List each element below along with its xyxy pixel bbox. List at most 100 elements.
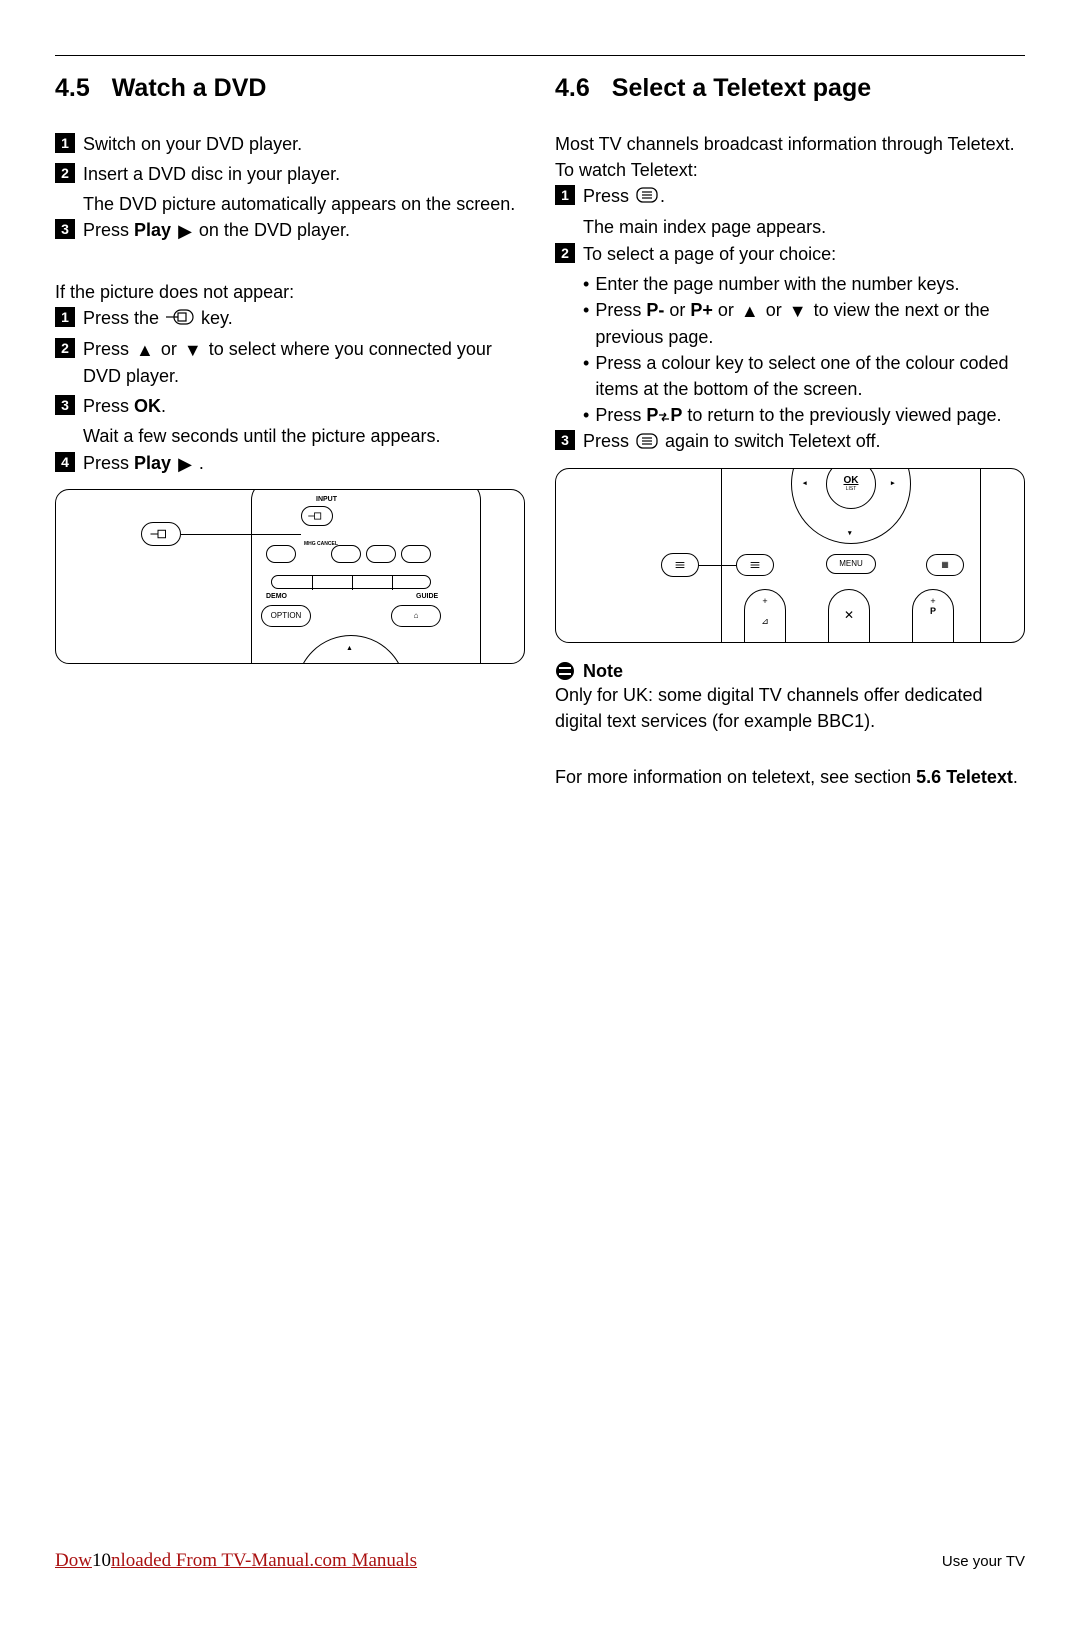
bullet-b3: • Press a colour key to select one of th… <box>583 350 1025 402</box>
diagram-label: DEMO <box>266 593 287 600</box>
plus-icon: + <box>930 596 935 606</box>
step-number-icon: 2 <box>55 163 75 183</box>
text-fragment: Press <box>583 431 634 451</box>
step-text: To select a page of your choice: <box>583 241 1025 267</box>
note-text: Only for UK: some digital TV channels of… <box>555 682 1025 734</box>
plus-icon: + <box>762 596 767 606</box>
text-fragment: nloaded From TV-Manual.com Manuals <box>111 1550 417 1571</box>
remote-diagram-right: OK LIST ◂ ▸ ▾ MENU ▦ +⊿ <box>555 468 1025 643</box>
down-icon: ▼ <box>184 337 202 363</box>
bullet-icon: • <box>583 350 589 376</box>
text-fragment: or <box>156 339 182 359</box>
more-info-text: For more information on teletext, see se… <box>555 764 1025 790</box>
conditional-text: If the picture does not appear: <box>55 279 525 305</box>
diagram-label: LIST <box>846 486 857 492</box>
page-number: 10 <box>92 1550 111 1572</box>
step-continuation: The main index page appears. <box>583 214 1025 240</box>
bullet-b4: • Press PP to return to the previously v… <box>583 402 1025 428</box>
step-b2: 2 Press ▲ or ▼ to select where you conne… <box>55 336 525 389</box>
diagram-label: GUIDE <box>416 593 438 600</box>
intro-text: Most TV channels broadcast information t… <box>555 131 1025 157</box>
step-text: Press again to switch Teletext off. <box>583 428 1025 455</box>
diagram-label: OK <box>844 475 859 486</box>
text-fragment: . <box>1013 767 1018 787</box>
text-fragment: Press <box>83 339 134 359</box>
step-b1: 1 Press the key. <box>55 305 525 332</box>
text-fragment: again to switch Teletext off. <box>660 431 880 451</box>
text-fragment: key. <box>196 308 233 328</box>
step-text: Switch on your DVD player. <box>83 131 525 157</box>
step-number-icon: 3 <box>55 395 75 415</box>
step-text: Press OK. <box>83 393 525 419</box>
bullet-icon: • <box>583 402 589 428</box>
bullet-icon: • <box>583 271 589 297</box>
two-column-layout: 4.5 Watch a DVD 1 Switch on your DVD pla… <box>55 74 1025 790</box>
step-text: Press Play ▶ . <box>83 450 525 477</box>
bold-text: OK <box>134 396 161 416</box>
bullet-text: Press PP to return to the previously vie… <box>595 402 1025 428</box>
bullet-text: Press a colour key to select one of the … <box>595 350 1025 402</box>
remote-diagram-left: INPUT MHG CANCEL DEMO GUIDE <box>55 489 525 664</box>
step-number-icon: 4 <box>55 452 75 472</box>
text-fragment: on the DVD player. <box>194 220 350 240</box>
step-text: Press the key. <box>83 305 525 332</box>
text-fragment: or <box>761 300 787 320</box>
bullet-icon: • <box>583 297 589 323</box>
step-text: Press Play ▶ on the DVD player. <box>83 217 525 244</box>
step-number-icon: 1 <box>55 133 75 153</box>
section-heading-4-6: 4.6 Select a Teletext page <box>555 74 1025 103</box>
up-icon: ▲ <box>136 337 154 363</box>
diagram-label: MENU <box>826 554 876 574</box>
footer-download-link[interactable]: Dow10nloaded From TV-Manual.com Manuals <box>55 1550 417 1572</box>
bullet-text: Press P- or P+ or ▲ or ▼ to view the nex… <box>595 297 1025 350</box>
top-rule <box>55 55 1025 56</box>
step-r2: 2 To select a page of your choice: <box>555 241 1025 267</box>
intro-text: To watch Teletext: <box>555 157 1025 183</box>
text-fragment: or <box>713 300 739 320</box>
section-number: 4.6 <box>555 74 590 103</box>
note-icon <box>555 661 575 681</box>
step-text: Insert a DVD disc in your player. <box>83 161 525 187</box>
page-container: 4.5 Watch a DVD 1 Switch on your DVD pla… <box>0 0 1080 790</box>
step-continuation: The DVD picture automatically appears on… <box>83 191 525 217</box>
teletext-icon <box>747 560 763 570</box>
page-footer: Dow10nloaded From TV-Manual.com Manuals … <box>0 1550 1080 1572</box>
teletext-icon <box>636 430 658 456</box>
text-fragment: Press <box>595 300 646 320</box>
bold-text: P+ <box>690 300 713 320</box>
text-fragment: to return to the previously viewed page. <box>682 405 1001 425</box>
down-icon: ▼ <box>789 298 807 324</box>
bold-text: Play <box>134 220 171 240</box>
diagram-label: INPUT <box>316 496 337 503</box>
section-heading-4-5: 4.5 Watch a DVD <box>55 74 525 103</box>
up-icon: ▲ <box>741 298 759 324</box>
play-icon: ▶ <box>178 451 192 477</box>
note-label: Note <box>583 661 623 682</box>
right-column: 4.6 Select a Teletext page Most TV chann… <box>555 74 1025 790</box>
teletext-icon <box>672 560 688 570</box>
diagram-label: MHG CANCEL <box>304 542 338 547</box>
step-b3: 3 Press OK. <box>55 393 525 419</box>
text-fragment: Press the <box>83 308 164 328</box>
step-a2: 2 Insert a DVD disc in your player. <box>55 161 525 187</box>
diagram-label: P <box>930 606 936 616</box>
step-number-icon: 2 <box>555 243 575 263</box>
text-fragment: . <box>161 396 166 416</box>
diagram-label: OPTION <box>261 605 311 627</box>
text-fragment: Press <box>595 405 646 425</box>
note-heading: Note <box>555 661 1025 682</box>
source-icon <box>150 528 172 540</box>
bold-text: P- <box>646 300 664 320</box>
step-a1: 1 Switch on your DVD player. <box>55 131 525 157</box>
section-number: 4.5 <box>55 74 90 103</box>
step-text: Press ▲ or ▼ to select where you connect… <box>83 336 525 389</box>
bullet-text: Enter the page number with the number ke… <box>595 271 1025 297</box>
step-number-icon: 1 <box>555 185 575 205</box>
text-fragment: Press <box>583 186 634 206</box>
step-number-icon: 2 <box>55 338 75 358</box>
text-fragment: Press <box>83 453 134 473</box>
footer-section-label: Use your TV <box>942 1553 1025 1570</box>
step-number-icon: 3 <box>555 430 575 450</box>
step-number-icon: 1 <box>55 307 75 327</box>
step-number-icon: 3 <box>55 219 75 239</box>
